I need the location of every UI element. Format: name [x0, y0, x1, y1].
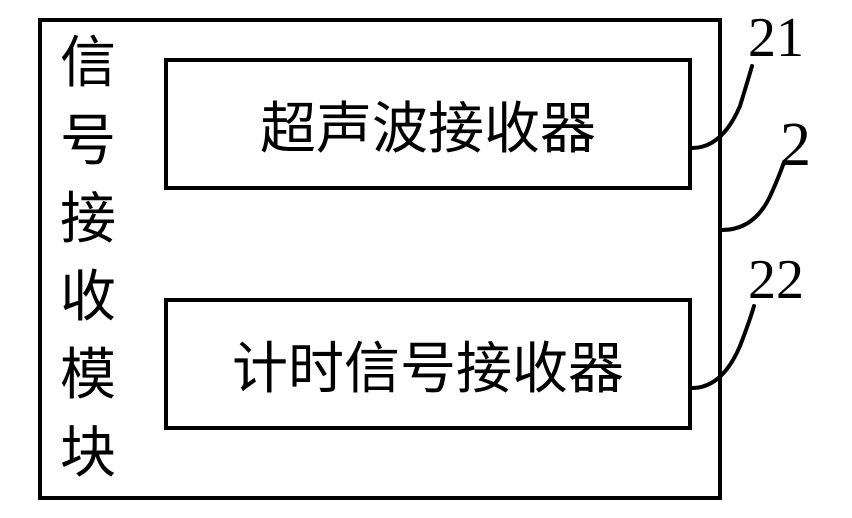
inner-box-1-label: 计时信号接收器: [232, 324, 624, 405]
vertical-label-char: 模: [60, 348, 116, 404]
callout-21: 21: [748, 6, 804, 70]
inner-box-0-label: 超声波接收器: [260, 84, 596, 165]
callout-22: 22: [748, 248, 804, 312]
module-vertical-label: 信号接收模块: [60, 36, 116, 482]
vertical-label-char: 块: [60, 426, 116, 482]
inner-box-0: 超声波接收器: [164, 58, 692, 190]
callout-2: 2: [780, 110, 811, 181]
inner-box-1: 计时信号接收器: [164, 298, 692, 430]
vertical-label-char: 收: [60, 270, 116, 326]
vertical-label-char: 号: [60, 114, 116, 170]
vertical-label-char: 接: [60, 192, 116, 248]
vertical-label-char: 信: [60, 36, 116, 92]
